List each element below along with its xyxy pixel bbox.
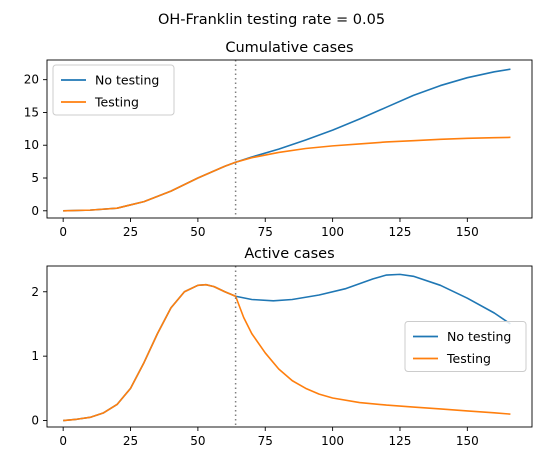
- y-tick-label: 1: [31, 349, 39, 363]
- legend: No testing Testing: [404, 321, 527, 372]
- cumulative-cases-panel: Cumulative cases 0 25 50 75 100 125 150 0 5 10 15 20…: [24, 40, 533, 239]
- y-tick-label: 0: [31, 204, 39, 218]
- x-tick-label: 25: [123, 434, 138, 448]
- legend-label: Testing: [446, 351, 491, 366]
- x-tick-label: 75: [258, 434, 273, 448]
- y-tick-label: 15: [24, 105, 39, 119]
- x-tick-label: 0: [59, 225, 67, 239]
- x-tick-label: 50: [190, 225, 205, 239]
- y-tick-label: 20: [24, 73, 39, 87]
- chart-title: Active cases: [244, 246, 334, 262]
- y-tick-label: 10: [24, 138, 39, 152]
- legend-label: Testing: [94, 95, 139, 110]
- legend: No testing Testing: [52, 64, 175, 116]
- x-tick-label: 125: [389, 225, 412, 239]
- x-tick-label: 150: [456, 434, 479, 448]
- x-tick-label: 125: [389, 434, 412, 448]
- series-line-testing: [63, 283, 511, 422]
- y-tick-label: 5: [31, 171, 39, 185]
- legend-label: No testing: [447, 329, 511, 344]
- legend-label: No testing: [95, 73, 159, 88]
- x-tick-label: 25: [123, 225, 138, 239]
- x-tick-label: 0: [59, 434, 67, 448]
- plot-frame: [46, 59, 533, 219]
- x-tick-label: 100: [321, 225, 344, 239]
- x-tick-label: 150: [456, 225, 479, 239]
- y-tick-label: 2: [31, 285, 39, 299]
- x-tick-label: 100: [321, 434, 344, 448]
- figure-suptitle: OH-Franklin testing rate = 0.05: [158, 12, 385, 28]
- y-tick-label: 0: [31, 414, 39, 428]
- active-cases-panel: Active cases 0 25 50 75 100 125 150 0 1 2 No testin…: [31, 246, 533, 448]
- plot-frame: [46, 265, 533, 428]
- chart-title: Cumulative cases: [225, 40, 353, 56]
- x-tick-label: 50: [190, 434, 205, 448]
- series-line-testing: [63, 136, 511, 212]
- x-tick-label: 75: [258, 225, 273, 239]
